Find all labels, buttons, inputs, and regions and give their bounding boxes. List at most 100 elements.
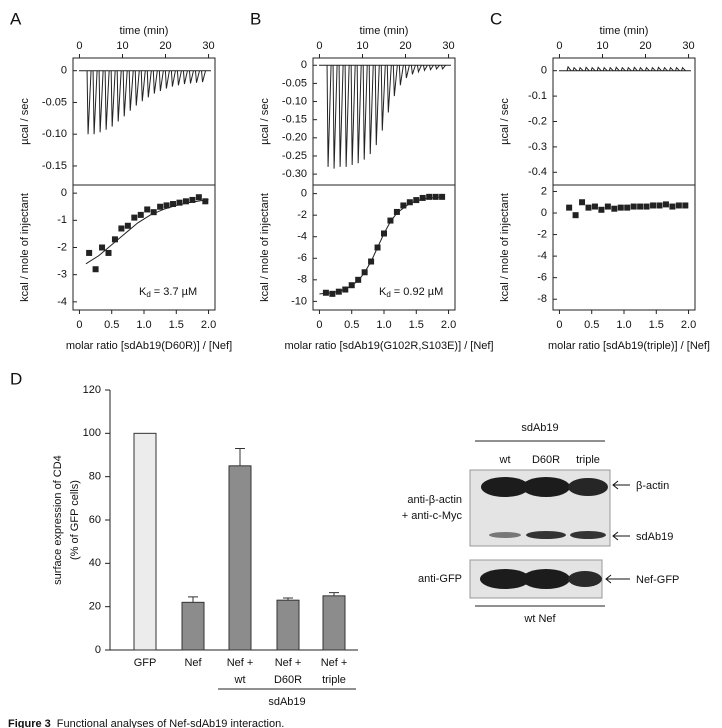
- point: [182, 198, 189, 205]
- spike: [578, 66, 584, 72]
- x-tick-label: 30: [442, 40, 454, 52]
- point: [322, 289, 329, 296]
- point: [650, 202, 657, 209]
- panel-letter: A: [10, 9, 22, 28]
- x-tick-label: D60R: [274, 674, 302, 686]
- caption-text: Functional analyses of Nef-sdAb19 intera…: [57, 718, 284, 728]
- blot-group-label: sdAb19: [521, 422, 558, 434]
- panel-letter: C: [490, 9, 502, 28]
- point: [92, 266, 99, 273]
- y-tick-label: -0.2: [528, 115, 547, 127]
- point: [348, 282, 355, 289]
- point: [611, 205, 618, 212]
- point: [195, 194, 202, 201]
- blot: sdAb19 wt D60R triple wt Nef anti-β-acti…: [402, 422, 680, 625]
- annotation-symbol: K: [139, 286, 147, 298]
- band: [570, 531, 606, 539]
- point: [157, 203, 164, 210]
- spike: [338, 65, 344, 167]
- x-tick-label: 0.5: [584, 319, 599, 331]
- point: [118, 225, 125, 232]
- spike: [146, 70, 152, 98]
- y-tick-label: -0.05: [42, 96, 67, 108]
- spike: [104, 70, 110, 130]
- y-tick-label: -0.25: [282, 150, 307, 162]
- x-tick-label: 2.0: [681, 319, 696, 331]
- annotation: Kd = 0.92 µM: [379, 286, 443, 299]
- y-tick-label: 80: [89, 471, 101, 483]
- plot-frame: [552, 57, 696, 186]
- point: [406, 199, 413, 206]
- spike: [614, 66, 620, 72]
- point: [131, 214, 138, 221]
- point: [150, 209, 157, 216]
- x-tick-label: 30: [682, 40, 694, 52]
- spike: [668, 66, 674, 72]
- point: [572, 212, 579, 219]
- y-tick-label: -4: [57, 296, 67, 308]
- point: [393, 208, 400, 215]
- error-bar: [329, 592, 339, 596]
- y-tick-label: 0: [541, 65, 547, 77]
- y-tick-label: 120: [83, 384, 101, 396]
- y-tick-label: -0.15: [282, 114, 307, 126]
- spike: [662, 66, 668, 72]
- y-tick-label: 0: [95, 644, 101, 656]
- spike: [435, 64, 440, 70]
- spike: [596, 66, 602, 72]
- spike: [681, 66, 686, 72]
- y-tick-label: -2: [537, 228, 547, 240]
- x-tick-label: 30: [202, 40, 214, 52]
- band: [568, 571, 602, 587]
- point: [419, 194, 426, 201]
- band: [481, 477, 529, 497]
- panel-letter: B: [250, 9, 261, 28]
- x-axis-label: time (min): [600, 25, 649, 37]
- y-tick-label: 0: [301, 59, 307, 71]
- point: [585, 204, 592, 211]
- spike: [398, 65, 404, 86]
- point: [163, 202, 170, 209]
- point: [400, 202, 407, 209]
- spike: [392, 65, 398, 97]
- arrow: [612, 531, 630, 541]
- y-tick-label: 0: [541, 207, 547, 219]
- point: [598, 206, 605, 213]
- spike: [201, 70, 207, 83]
- spike: [128, 70, 134, 111]
- y-tick-label: -0.30: [282, 168, 307, 180]
- y-tick-label: -2: [297, 209, 307, 221]
- x-tick-label: 1.0: [616, 319, 631, 331]
- spike: [428, 64, 434, 71]
- x-tick-label: 1.5: [409, 319, 424, 331]
- arrow: [605, 574, 630, 584]
- spike: [362, 65, 368, 160]
- annotation-text: = 0.92 µM: [394, 286, 443, 298]
- x-tick-label: Nef +: [275, 657, 302, 669]
- caption: Figure 3 Functional analyses of Nef-sdAb1…: [8, 718, 284, 728]
- point: [202, 198, 209, 205]
- y-axis-label: µcal / sec: [259, 98, 271, 145]
- y-tick-label: -0.10: [282, 95, 307, 107]
- antibody-label: anti-β-actin: [407, 494, 462, 506]
- group-label: sdAb19: [268, 696, 305, 708]
- x-tick-label: 0: [556, 40, 562, 52]
- spike: [620, 66, 626, 72]
- band: [568, 478, 608, 496]
- y-tick-label: -0.10: [42, 128, 67, 140]
- spike: [176, 70, 182, 86]
- y-tick-label: -1: [57, 214, 67, 226]
- point: [176, 199, 183, 206]
- y-tick-label: 0: [61, 65, 67, 77]
- point: [111, 236, 118, 243]
- x-tick-label: 1.5: [169, 319, 184, 331]
- point: [439, 193, 446, 200]
- x-tick-label: 10: [116, 40, 128, 52]
- x-tick-label: 0: [316, 319, 322, 331]
- band-label: sdAb19: [636, 531, 673, 543]
- spike: [572, 66, 578, 72]
- band: [489, 532, 521, 538]
- x-tick-label: 10: [596, 40, 608, 52]
- y-tick-label: 100: [83, 427, 101, 439]
- point: [144, 206, 151, 213]
